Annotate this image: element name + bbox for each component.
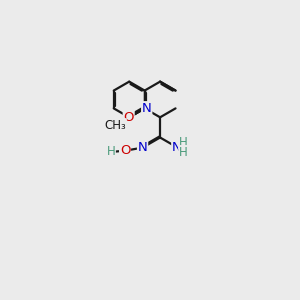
Text: O: O xyxy=(123,111,134,124)
Text: N: N xyxy=(172,141,182,154)
Text: H: H xyxy=(106,146,115,158)
Text: CH₃: CH₃ xyxy=(104,119,126,132)
Text: N: N xyxy=(142,102,152,115)
Text: O: O xyxy=(120,144,130,157)
Text: N: N xyxy=(138,141,148,154)
Text: H: H xyxy=(179,136,188,148)
Text: H: H xyxy=(179,146,188,159)
